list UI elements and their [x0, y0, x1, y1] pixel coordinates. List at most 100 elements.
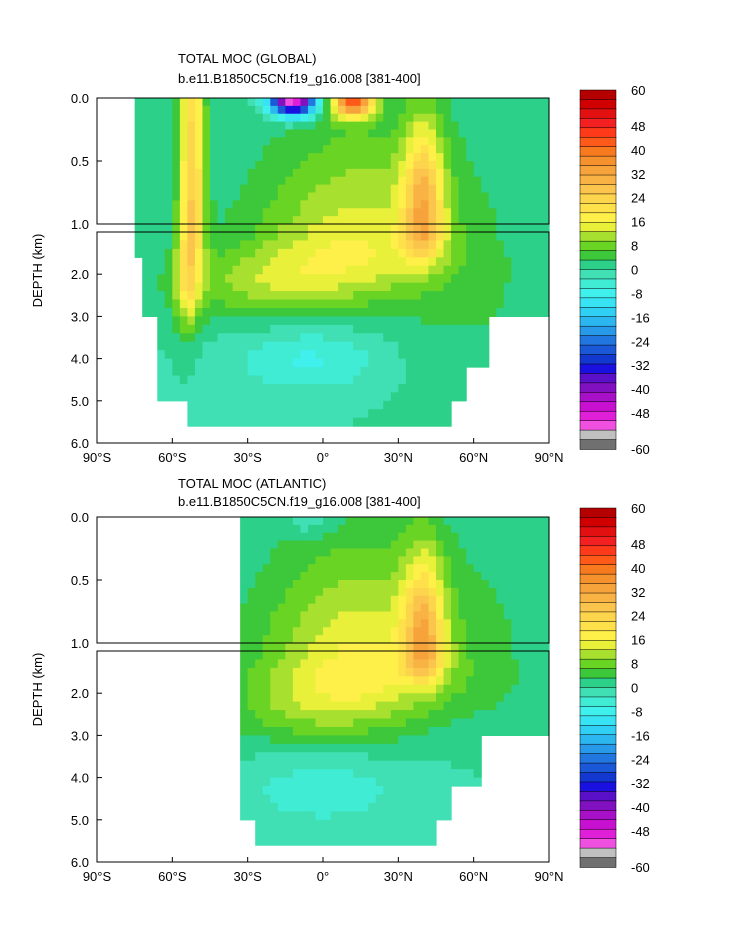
moc-cell	[330, 168, 339, 178]
moc-cell	[323, 409, 332, 419]
moc-cell	[232, 400, 241, 410]
moc-cell	[164, 265, 173, 275]
moc-cell	[338, 777, 347, 787]
moc-cell	[262, 409, 271, 419]
moc-cell	[202, 324, 211, 334]
moc-cell	[405, 676, 414, 686]
moc-cell	[240, 333, 249, 343]
moc-cell	[458, 718, 467, 728]
moc-cell	[345, 307, 354, 317]
moc-cell	[134, 105, 143, 115]
moc-cell	[443, 341, 452, 351]
moc-cell	[368, 769, 377, 779]
moc-cell	[240, 667, 249, 677]
moc-cell	[323, 400, 332, 410]
moc-cell	[300, 786, 309, 796]
moc-cell	[262, 375, 271, 385]
moc-cell	[420, 836, 430, 846]
moc-cell	[210, 282, 219, 292]
x-tick-label: 90°N	[534, 869, 563, 884]
moc-cell	[488, 168, 497, 178]
moc-cell	[405, 137, 414, 146]
moc-cell	[413, 121, 422, 131]
colorbar-swatch	[579, 602, 617, 613]
moc-cell	[323, 145, 332, 154]
moc-cell	[330, 208, 339, 217]
moc-cell	[292, 200, 301, 209]
moc-cell	[436, 627, 445, 636]
moc-cell	[428, 693, 437, 703]
moc-cell	[428, 184, 437, 194]
moc-cell	[217, 184, 226, 194]
moc-cell	[353, 168, 362, 178]
moc-cell	[466, 718, 475, 728]
moc-cell	[277, 121, 286, 131]
moc-cell	[277, 291, 286, 301]
moc-cell	[458, 105, 467, 115]
moc-cell	[458, 316, 467, 326]
moc-cell	[473, 98, 482, 107]
moc-cell	[330, 176, 339, 186]
moc-cell	[518, 257, 527, 267]
moc-cell	[179, 375, 188, 385]
moc-cell	[194, 316, 204, 326]
moc-cell	[240, 137, 249, 146]
moc-cell	[368, 145, 377, 154]
moc-cell	[481, 257, 490, 267]
moc-cell	[330, 811, 339, 821]
moc-cell	[315, 735, 324, 745]
moc-cell	[458, 274, 467, 284]
moc-cell	[179, 153, 188, 162]
moc-cell	[458, 216, 467, 225]
moc-cell	[353, 224, 362, 242]
moc-cell	[383, 676, 392, 686]
moc-cell	[187, 176, 196, 186]
moc-cell	[466, 113, 475, 123]
moc-cell	[451, 684, 460, 694]
moc-cell	[149, 282, 158, 292]
moc-cell	[466, 743, 475, 753]
moc-cell	[262, 383, 271, 393]
moc-cell	[420, 701, 430, 711]
moc-cell	[413, 333, 422, 343]
moc-cell	[458, 580, 467, 589]
colorbar-swatch	[579, 410, 617, 422]
moc-cell	[405, 777, 414, 787]
colorbar-swatch	[579, 307, 617, 318]
moc-cell	[360, 619, 369, 628]
moc-cell	[413, 161, 422, 170]
moc-cell	[217, 121, 226, 131]
moc-cell	[398, 752, 407, 762]
moc-cell	[194, 299, 204, 309]
moc-cell	[270, 735, 279, 745]
moc-cell	[451, 375, 460, 385]
moc-cell	[368, 350, 377, 360]
moc-cell	[338, 105, 347, 115]
moc-cell	[496, 307, 505, 317]
moc-cell	[481, 540, 490, 550]
moc-cell	[405, 400, 414, 410]
colorbar-swatch	[579, 127, 617, 138]
moc-cell	[420, 240, 430, 250]
moc-cell	[292, 375, 301, 385]
moc-cell	[511, 540, 520, 550]
moc-cell	[398, 548, 407, 557]
moc-cell	[255, 98, 264, 107]
moc-cell	[420, 580, 430, 589]
moc-cell	[368, 129, 377, 138]
moc-cell	[398, 726, 407, 736]
x-tick-label: 60°S	[158, 450, 187, 465]
moc-cell	[511, 176, 520, 186]
moc-cell	[330, 540, 339, 550]
moc-cell	[466, 257, 475, 267]
moc-cell	[443, 701, 452, 711]
moc-cell	[390, 517, 399, 526]
moc-cell	[413, 367, 422, 377]
moc-cell	[526, 619, 535, 628]
moc-cell	[255, 392, 264, 402]
moc-cell	[481, 129, 490, 138]
moc-cell	[157, 224, 166, 242]
moc-cell	[443, 299, 452, 309]
moc-cell	[368, 324, 377, 334]
moc-cell	[413, 153, 422, 162]
